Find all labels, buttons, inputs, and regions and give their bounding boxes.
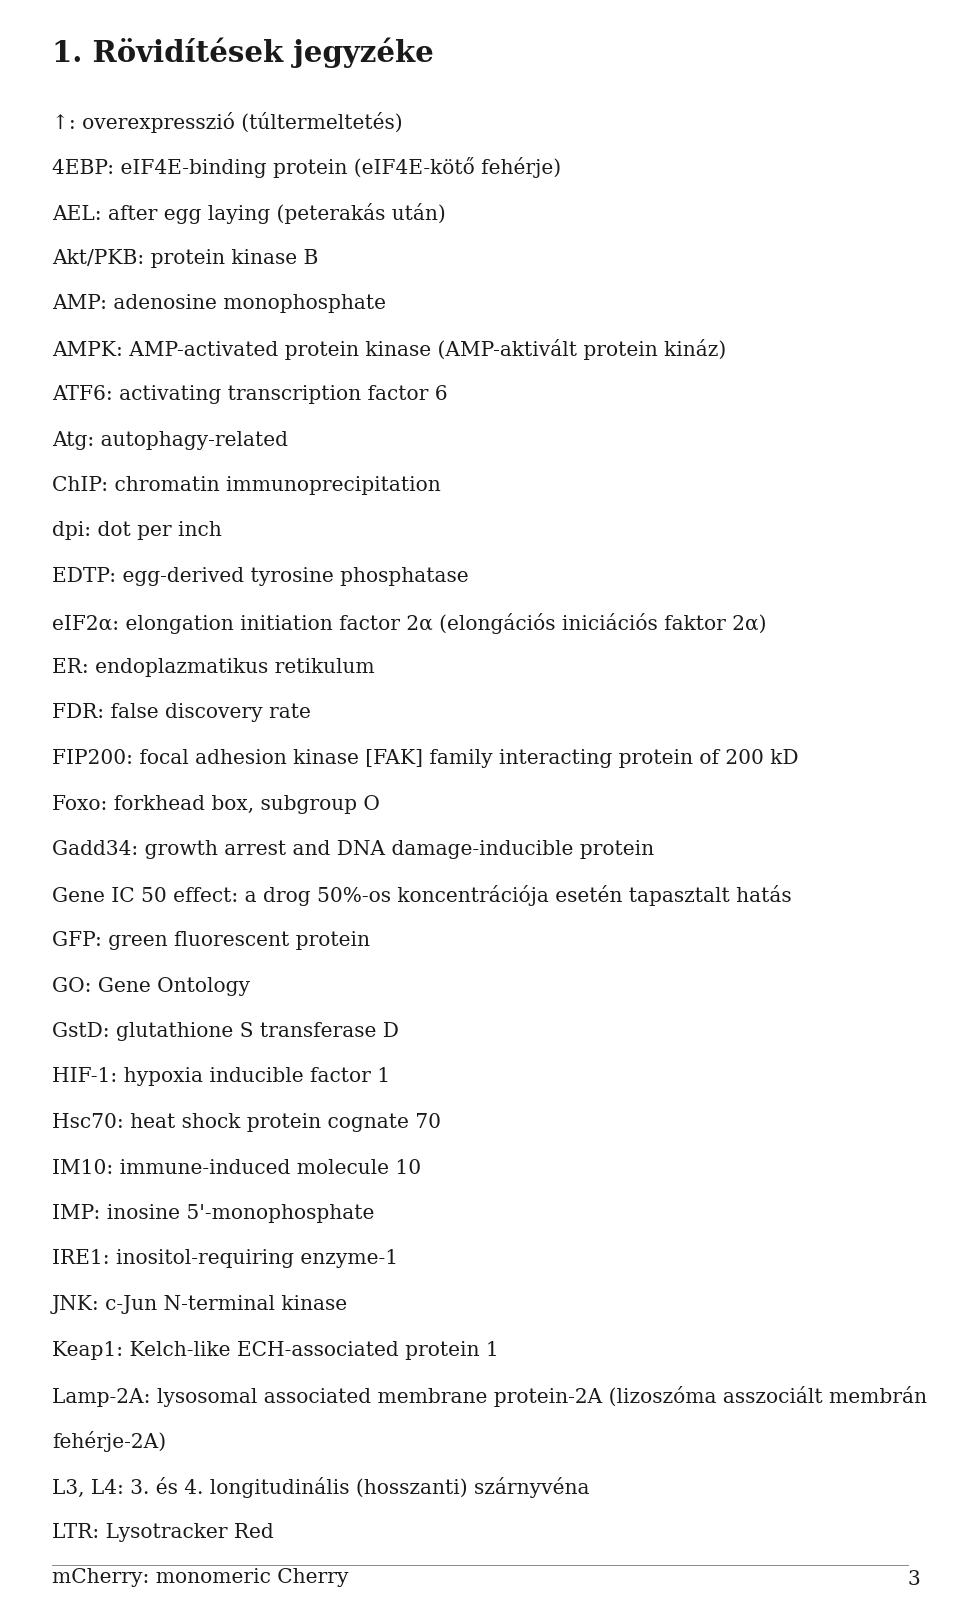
Text: EDTP: egg-derived tyrosine phosphatase: EDTP: egg-derived tyrosine phosphatase <box>52 567 468 587</box>
Text: 3: 3 <box>907 1570 920 1589</box>
Text: ATF6: activating transcription factor 6: ATF6: activating transcription factor 6 <box>52 386 447 403</box>
Text: ↑: overexpresszió (túltermeltetés): ↑: overexpresszió (túltermeltetés) <box>52 112 402 133</box>
Text: AEL: after egg laying (peterakás után): AEL: after egg laying (peterakás után) <box>52 202 445 223</box>
Text: eIF2α: elongation initiation factor 2α (elongációs iniciációs faktor 2α): eIF2α: elongation initiation factor 2α (… <box>52 612 766 633</box>
Text: FIP200: focal adhesion kinase [FAK] family interacting protein of 200 kD: FIP200: focal adhesion kinase [FAK] fami… <box>52 749 799 768</box>
Text: Gene IC 50 effect: a drog 50%-os koncentrációja esetén tapasztalt hatás: Gene IC 50 effect: a drog 50%-os koncent… <box>52 885 792 906</box>
Text: GFP: green fluorescent protein: GFP: green fluorescent protein <box>52 930 370 950</box>
Text: AMPK: AMP-activated protein kinase (AMP-aktivált protein kináz): AMPK: AMP-activated protein kinase (AMP-… <box>52 339 727 360</box>
Text: IRE1: inositol-requiring enzyme-1: IRE1: inositol-requiring enzyme-1 <box>52 1250 398 1268</box>
Text: IMP: inosine 5'-monophosphate: IMP: inosine 5'-monophosphate <box>52 1204 374 1223</box>
Text: Akt/PKB: protein kinase B: Akt/PKB: protein kinase B <box>52 249 319 267</box>
Text: FDR: false discovery rate: FDR: false discovery rate <box>52 704 311 723</box>
Text: Atg: autophagy-related: Atg: autophagy-related <box>52 431 288 450</box>
Text: JNK: c-Jun N-terminal kinase: JNK: c-Jun N-terminal kinase <box>52 1295 348 1315</box>
Text: Hsc70: heat shock protein cognate 70: Hsc70: heat shock protein cognate 70 <box>52 1114 441 1131</box>
Text: ER: endoplazmatikus retikulum: ER: endoplazmatikus retikulum <box>52 657 374 677</box>
Text: ChIP: chromatin immunoprecipitation: ChIP: chromatin immunoprecipitation <box>52 476 441 495</box>
Text: HIF-1: hypoxia inducible factor 1: HIF-1: hypoxia inducible factor 1 <box>52 1067 390 1086</box>
Text: fehérje-2A): fehérje-2A) <box>52 1432 166 1453</box>
Text: L3, L4: 3. és 4. longitudinális (hosszanti) szárnyvéna: L3, L4: 3. és 4. longitudinális (hosszan… <box>52 1477 589 1498</box>
Text: LTR: Lysotracker Red: LTR: Lysotracker Red <box>52 1522 274 1541</box>
Text: IM10: immune-induced molecule 10: IM10: immune-induced molecule 10 <box>52 1159 421 1178</box>
Text: Keap1: Kelch-like ECH-associated protein 1: Keap1: Kelch-like ECH-associated protein… <box>52 1340 499 1360</box>
Text: 4EBP: eIF4E-binding protein (eIF4E-kötő fehérje): 4EBP: eIF4E-binding protein (eIF4E-kötő … <box>52 157 562 178</box>
Text: Lamp-2A: lysosomal associated membrane protein-2A (lizoszóma asszociált membrán: Lamp-2A: lysosomal associated membrane p… <box>52 1385 927 1408</box>
Text: Foxo: forkhead box, subgroup O: Foxo: forkhead box, subgroup O <box>52 794 380 813</box>
Text: AMP: adenosine monophosphate: AMP: adenosine monophosphate <box>52 294 386 313</box>
Text: GstD: glutathione S transferase D: GstD: glutathione S transferase D <box>52 1022 398 1041</box>
Text: GO: Gene Ontology: GO: Gene Ontology <box>52 977 250 995</box>
Text: 1. Rövidítések jegyzéke: 1. Rövidítések jegyzéke <box>52 39 434 69</box>
Text: dpi: dot per inch: dpi: dot per inch <box>52 522 222 540</box>
Text: mCherry: monomeric Cherry: mCherry: monomeric Cherry <box>52 1568 348 1588</box>
Text: Gadd34: growth arrest and DNA damage-inducible protein: Gadd34: growth arrest and DNA damage-ind… <box>52 840 654 860</box>
